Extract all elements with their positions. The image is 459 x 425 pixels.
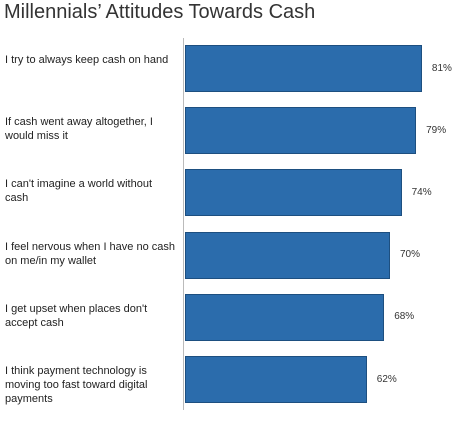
- bar: [185, 293, 385, 341]
- category-label: If cash went away altogether, I would mi…: [5, 116, 153, 143]
- category-label: I can't imagine a world without cash: [5, 178, 153, 205]
- value-label: 81%: [431, 62, 452, 74]
- category-label: I feel nervous when I have no cash on me…: [5, 240, 175, 267]
- value-label: 74%: [411, 186, 432, 198]
- category-label: I get upset when places don't accept cas…: [5, 302, 148, 329]
- value-label: 68%: [394, 311, 415, 323]
- bar: [185, 169, 402, 217]
- category-label: I think payment technology is moving too…: [5, 365, 148, 405]
- bar: [185, 356, 367, 403]
- axis-line: [183, 38, 184, 410]
- bar: [185, 231, 390, 279]
- value-label: 79%: [426, 124, 447, 136]
- chart-title: Millennials’ Attitudes Towards Cash: [4, 1, 316, 23]
- value-label: 62%: [376, 373, 397, 385]
- bar: [185, 107, 417, 155]
- category-label: I try to always keep cash on hand: [5, 54, 169, 66]
- bar: [185, 45, 422, 92]
- value-label: 70%: [400, 249, 421, 261]
